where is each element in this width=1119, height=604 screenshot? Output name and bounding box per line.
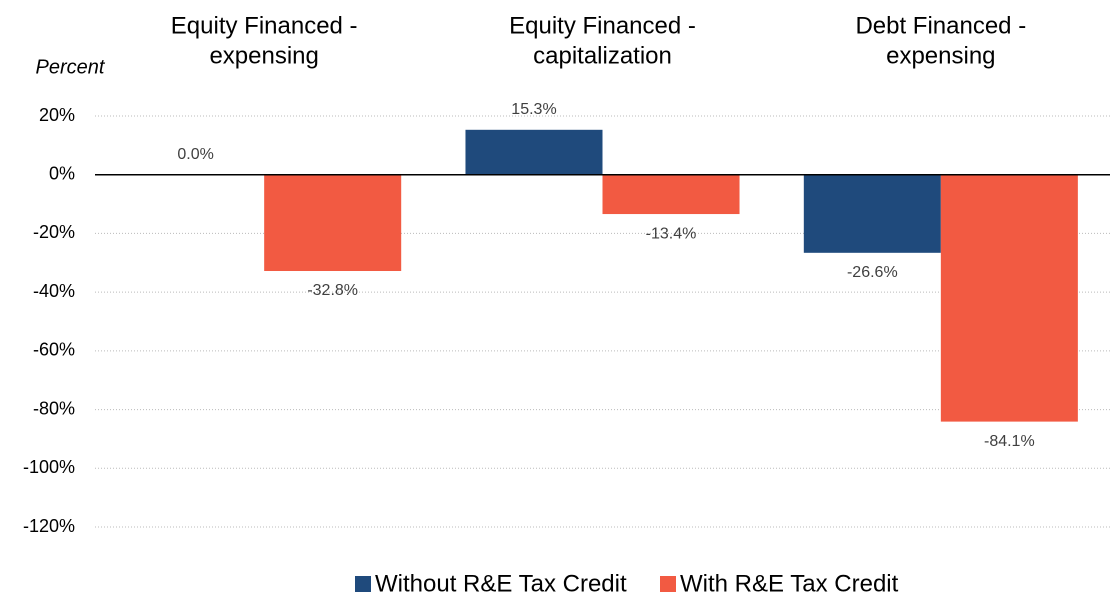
data-label: -26.6%: [847, 264, 898, 281]
y-tick-label: -40%: [33, 281, 75, 301]
bar: [940, 174, 1078, 422]
y-tick-label: -120%: [23, 516, 75, 536]
y-tick-label: -80%: [33, 398, 75, 418]
data-label: -84.1%: [984, 433, 1035, 450]
category-label: expensing: [209, 42, 318, 69]
y-tick-label: -60%: [33, 340, 75, 360]
category-label: capitalization: [533, 42, 672, 69]
legend-label: With R&E Tax Credit: [680, 570, 899, 597]
bar: [803, 174, 941, 253]
category-label: expensing: [886, 42, 995, 69]
category-label: Equity Financed -: [509, 12, 696, 39]
legend-swatch: [660, 576, 676, 592]
bar: [264, 174, 402, 272]
category-label: Equity Financed -: [171, 12, 358, 39]
y-tick-label: -100%: [23, 457, 75, 477]
bar: [602, 174, 740, 215]
category-label: Debt Financed -: [855, 12, 1026, 39]
y-tick-label: 20%: [39, 105, 75, 125]
legend-swatch: [355, 576, 371, 592]
data-label: -13.4%: [646, 225, 697, 242]
y-tick-label: 0%: [49, 163, 75, 183]
y-axis-label: Percent: [36, 56, 106, 78]
data-label: 15.3%: [511, 101, 556, 118]
data-label: -32.8%: [307, 282, 358, 299]
bar: [465, 129, 603, 175]
y-tick-label: -20%: [33, 222, 75, 242]
data-label: 0.0%: [177, 146, 213, 163]
legend-label: Without R&E Tax Credit: [375, 570, 627, 597]
